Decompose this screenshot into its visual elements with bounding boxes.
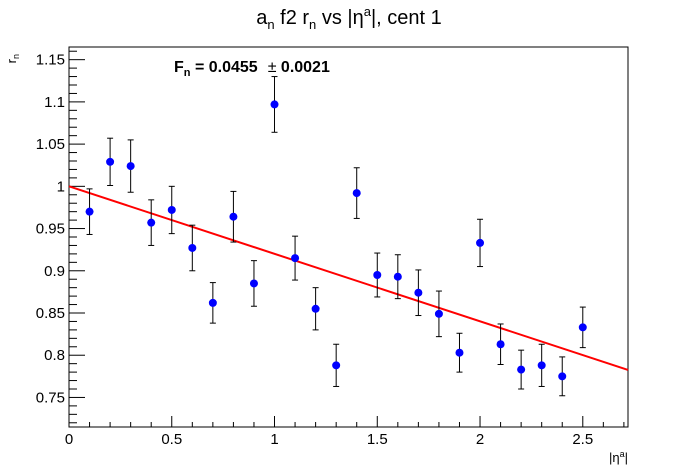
data-point bbox=[167, 205, 176, 214]
data-point bbox=[249, 279, 258, 288]
y-tick-label: 1.15 bbox=[36, 52, 65, 69]
title-sub-n: n bbox=[267, 17, 274, 32]
y-tick-label: 0.9 bbox=[44, 263, 65, 280]
y-tick-label: 1 bbox=[57, 178, 65, 195]
fit-label: F bbox=[174, 59, 184, 76]
y-tick-label: 0.75 bbox=[36, 389, 65, 406]
data-points bbox=[85, 76, 587, 397]
y-tick-label: 0.85 bbox=[36, 305, 65, 322]
data-point bbox=[126, 162, 135, 171]
title-sup-a: a bbox=[364, 4, 372, 19]
data-point bbox=[434, 309, 443, 318]
y-tick-label: 1.05 bbox=[36, 136, 65, 153]
data-point bbox=[558, 372, 567, 381]
fit-line bbox=[68, 185, 629, 371]
y-tick-label: 1.1 bbox=[44, 94, 65, 111]
data-point bbox=[291, 254, 300, 263]
title-a: a bbox=[256, 7, 268, 29]
title-tail2: |, cent 1 bbox=[371, 7, 442, 29]
fit-annotation: Fn = 0.0455 ± 0.0021 bbox=[174, 59, 330, 79]
x-axis-title: |ηa| bbox=[609, 449, 628, 465]
fit-value: = 0.0455 bbox=[191, 59, 258, 76]
data-point bbox=[537, 361, 546, 370]
chart-title: an f2 rn vs |ηa|, cent 1 bbox=[256, 4, 442, 32]
data-point bbox=[270, 100, 279, 109]
fit-pm: ± bbox=[268, 59, 277, 76]
y-tick-label: 0.8 bbox=[44, 347, 65, 364]
data-point bbox=[229, 212, 238, 221]
y-axis-title: rn bbox=[4, 54, 21, 63]
x-axis-title-tail: | bbox=[625, 450, 628, 465]
x-tick-label: 2.5 bbox=[572, 431, 593, 448]
data-point bbox=[208, 298, 217, 307]
data-point bbox=[311, 304, 320, 313]
data-point bbox=[373, 271, 382, 279]
data-point bbox=[85, 207, 94, 216]
x-axis-title-eta: |η bbox=[609, 450, 620, 465]
x-tick-label: 0.5 bbox=[161, 431, 182, 448]
data-point bbox=[147, 218, 156, 227]
fit-line-group bbox=[68, 185, 629, 371]
data-point bbox=[352, 189, 361, 198]
y-ticks: 0.75 0.8 0.85 0.9 0.95 1 1.05 1.1 1.15 bbox=[36, 50, 85, 424]
data-point bbox=[578, 323, 587, 332]
data-point bbox=[393, 272, 402, 281]
data-point bbox=[476, 238, 485, 247]
fit-error: 0.0021 bbox=[276, 59, 329, 76]
data-point bbox=[188, 243, 197, 252]
x-ticks: 0 0.5 1 1.5 2 2.5 bbox=[65, 416, 625, 448]
data-point bbox=[517, 365, 526, 374]
data-point bbox=[414, 288, 423, 297]
y-axis-title-sub: n bbox=[11, 54, 21, 59]
title-sub-n2: n bbox=[309, 17, 316, 32]
data-point bbox=[496, 340, 505, 349]
x-tick-label: 1 bbox=[270, 431, 278, 448]
data-point bbox=[332, 361, 341, 370]
fit-label-sub: n bbox=[184, 67, 191, 79]
x-tick-label: 0 bbox=[65, 431, 73, 448]
x-axis-title-sup: a bbox=[620, 449, 625, 459]
data-point bbox=[455, 348, 464, 357]
data-point bbox=[106, 157, 115, 166]
x-tick-label: 1.5 bbox=[367, 431, 388, 448]
title-mid: f2 r bbox=[275, 7, 310, 29]
title-tail1: vs |η bbox=[316, 7, 363, 29]
y-tick-label: 0.95 bbox=[36, 221, 65, 238]
x-tick-label: 2 bbox=[476, 431, 484, 448]
y-axis-title-r: r bbox=[4, 58, 19, 63]
